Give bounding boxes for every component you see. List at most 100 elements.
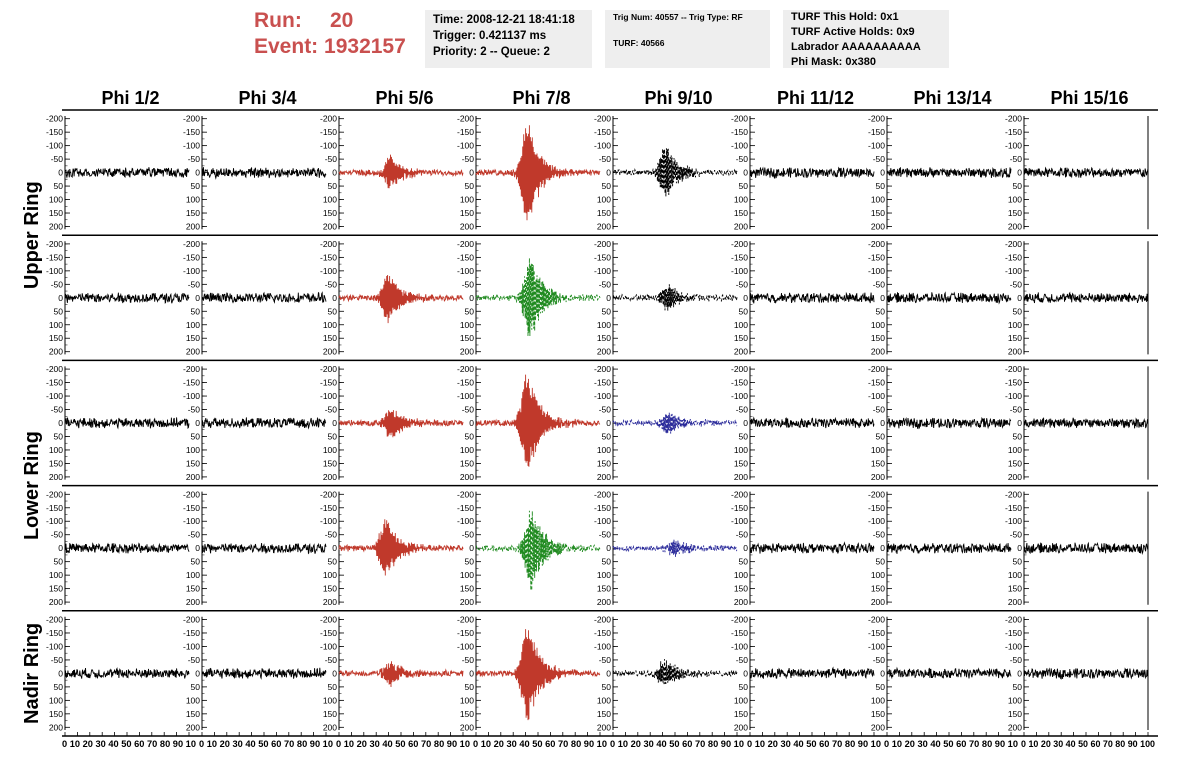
x-tick-label: 0 10 20 30 40 50 60 70 80 90 10 <box>336 739 470 750</box>
y-tick-label: -100 <box>46 641 63 651</box>
y-tick-label: -50 <box>1010 530 1023 540</box>
y-tick-label: -200 <box>46 239 63 249</box>
waveform-trace <box>201 291 327 304</box>
y-tick-label: -200 <box>594 489 611 499</box>
y-tick-label: 150 <box>49 333 63 343</box>
y-tick-label: -50 <box>736 279 749 289</box>
y-tick-label: 150 <box>597 208 611 218</box>
y-tick-label: -50 <box>736 530 749 540</box>
waveform-trace <box>475 374 601 467</box>
y-tick-label: 200 <box>871 597 885 607</box>
y-tick-label: 0 <box>332 293 337 303</box>
y-tick-label: -150 <box>457 378 474 388</box>
y-tick-label: 50 <box>465 682 475 692</box>
y-tick-label: 0 <box>606 418 611 428</box>
x-tick-label: 0 10 20 30 40 50 60 70 80 90 10 <box>62 739 196 750</box>
y-tick-label: 100 <box>1008 570 1022 580</box>
y-tick-label: -200 <box>731 239 748 249</box>
y-tick-label: 50 <box>1013 557 1023 567</box>
y-tick-label: -200 <box>1005 614 1022 624</box>
y-tick-label: 200 <box>597 597 611 607</box>
y-tick-label: 0 <box>606 293 611 303</box>
y-tick-label: 150 <box>460 458 474 468</box>
y-tick-label: -150 <box>183 378 200 388</box>
waveform-trace <box>1023 291 1149 304</box>
y-tick-label: 200 <box>460 347 474 357</box>
y-tick-label: 50 <box>328 181 338 191</box>
y-tick-label: 150 <box>734 709 748 719</box>
y-tick-label: 150 <box>871 208 885 218</box>
y-tick-label: 150 <box>597 333 611 343</box>
y-tick-label: 50 <box>1013 431 1023 441</box>
y-tick-label: 150 <box>49 709 63 719</box>
y-tick-label: -200 <box>457 114 474 124</box>
y-tick-label: -200 <box>457 489 474 499</box>
y-tick-label: 200 <box>734 347 748 357</box>
y-tick-label: 100 <box>186 445 200 455</box>
x-tick-label: 0 10 20 30 40 50 60 70 80 90 100 <box>1021 739 1155 750</box>
y-tick-label: 200 <box>323 222 337 232</box>
waveform-trace <box>886 542 1012 555</box>
waveform-trace <box>886 666 1012 680</box>
waveform-trace <box>612 284 738 311</box>
y-tick-label: -200 <box>320 489 337 499</box>
y-tick-label: 0 <box>1017 293 1022 303</box>
y-tick-label: 150 <box>323 709 337 719</box>
y-tick-label: -200 <box>868 364 885 374</box>
y-tick-label: -150 <box>731 628 748 638</box>
y-tick-label: -150 <box>46 628 63 638</box>
y-tick-label: 50 <box>876 306 886 316</box>
x-tick-label: 0 10 20 30 40 50 60 70 80 90 10 <box>473 739 607 750</box>
y-tick-label: -50 <box>325 405 338 415</box>
y-tick-label: -200 <box>457 239 474 249</box>
y-tick-label: 0 <box>880 668 885 678</box>
y-tick-label: -100 <box>457 516 474 526</box>
y-tick-label: -200 <box>594 364 611 374</box>
y-tick-label: 0 <box>195 418 200 428</box>
y-tick-label: 200 <box>49 222 63 232</box>
y-tick-label: 150 <box>1008 458 1022 468</box>
y-tick-label: 0 <box>469 418 474 428</box>
waveform-trace <box>1023 166 1149 179</box>
y-tick-label: 200 <box>1008 347 1022 357</box>
y-tick-label: 150 <box>597 584 611 594</box>
y-tick-label: -100 <box>731 641 748 651</box>
y-tick-label: -100 <box>1005 141 1022 151</box>
y-tick-label: 50 <box>54 682 64 692</box>
waveform-trace <box>475 510 601 591</box>
column-header: Phi 13/14 <box>913 88 991 108</box>
y-tick-label: -50 <box>51 279 64 289</box>
y-tick-label: 50 <box>876 181 886 191</box>
y-tick-label: 100 <box>734 320 748 330</box>
y-tick-label: -150 <box>320 127 337 137</box>
y-tick-label: 150 <box>323 208 337 218</box>
y-tick-label: 100 <box>1008 695 1022 705</box>
y-tick-label: -200 <box>1005 364 1022 374</box>
y-tick-label: 100 <box>49 445 63 455</box>
y-tick-label: 0 <box>606 668 611 678</box>
y-tick-label: 200 <box>734 222 748 232</box>
y-tick-label: 0 <box>195 168 200 178</box>
y-tick-label: 100 <box>460 570 474 580</box>
y-tick-label: -50 <box>1010 279 1023 289</box>
y-tick-label: -50 <box>873 655 886 665</box>
waveform-trace <box>612 148 738 197</box>
y-tick-label: -50 <box>325 655 338 665</box>
y-tick-label: 100 <box>460 445 474 455</box>
waveform-trace <box>886 291 1012 305</box>
y-tick-label: 150 <box>1008 709 1022 719</box>
y-tick-label: -100 <box>594 141 611 151</box>
y-tick-label: 150 <box>460 333 474 343</box>
y-tick-label: 0 <box>332 418 337 428</box>
y-tick-label: 100 <box>597 320 611 330</box>
y-tick-label: 100 <box>1008 320 1022 330</box>
y-tick-label: 50 <box>191 431 201 441</box>
y-tick-label: -100 <box>183 641 200 651</box>
y-tick-label: 50 <box>876 682 886 692</box>
y-tick-label: 50 <box>876 557 886 567</box>
y-tick-label: -50 <box>599 530 612 540</box>
waveform-trace <box>201 542 327 555</box>
y-tick-label: 200 <box>597 722 611 732</box>
event-label: Event: <box>254 35 319 58</box>
